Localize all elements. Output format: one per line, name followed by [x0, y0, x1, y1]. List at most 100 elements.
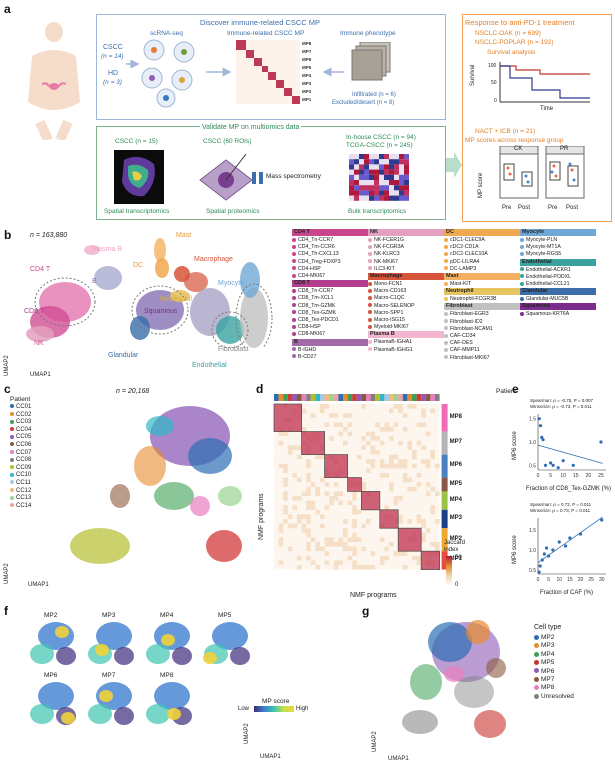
tcga-label: TCGA-CSCC (n = 245) — [346, 142, 413, 149]
f-umap-svg — [88, 682, 134, 725]
mp-color-bar — [441, 454, 448, 478]
umap-b-xlabel: UMAP1 — [30, 372, 51, 378]
f-blob — [96, 682, 132, 710]
legend-dot — [520, 312, 524, 317]
legend-item: NK-MKI67 — [368, 259, 398, 266]
heat-cell — [338, 422, 343, 427]
patient-strip-cell — [416, 394, 422, 401]
legend-group-head: Fibroblast — [444, 303, 520, 311]
heat-cell — [370, 450, 376, 455]
legend-item-label: Fibroblast-ID2 — [450, 318, 483, 325]
mini-heat-block — [292, 96, 300, 104]
legend-item: cDC1-CLEC9A — [444, 237, 485, 244]
patient-strip-cell — [274, 394, 279, 401]
mp-color-bar — [441, 551, 448, 570]
heatmap-xlabel: NMF programs — [350, 592, 397, 599]
scatter-bottom: 0 5 10 15 20 25 30 1.5 1.0 0.5 — [529, 516, 606, 583]
patient-strip-cell — [306, 394, 311, 401]
panel-d-letter: d — [256, 382, 264, 396]
bulk-heatmap — [349, 154, 409, 201]
heat-cell — [421, 532, 426, 538]
bulk-heat-cell — [359, 159, 364, 165]
scatter-point — [540, 435, 544, 439]
scatter-point — [599, 440, 603, 444]
heat-cell — [430, 450, 435, 455]
g-legend-dot — [534, 651, 539, 657]
mp-color-bar — [441, 404, 448, 432]
mini-heat-block — [262, 66, 268, 72]
patient-legend: CC01 CC02 CC03 CC04 CC05 CC06 CC07 CC08 CC09 CC10… — [10, 404, 31, 510]
heat-cell — [320, 454, 325, 460]
heat-cell — [338, 560, 343, 565]
f-umap — [80, 620, 136, 672]
bulk-heat-cell — [364, 195, 369, 201]
bulk-heat-cell — [369, 180, 374, 186]
bulk-heat-cell — [354, 159, 359, 165]
heat-cell — [343, 413, 348, 418]
legend-dot — [292, 252, 296, 257]
legend-item-label: Mast-KIT — [450, 281, 472, 287]
bulk-heat-cell — [399, 185, 404, 191]
f-blob — [212, 622, 248, 650]
f-blob — [114, 647, 134, 665]
umap-b-cluster-neutrophil: Neutrophil — [160, 296, 192, 303]
inhouse-label: In-house CSCC (n = 94) — [346, 134, 416, 141]
bulk-heat-cell — [389, 185, 394, 191]
heat-cell — [389, 463, 394, 469]
heat-cell — [343, 532, 348, 538]
heat-cell — [430, 505, 435, 510]
heat-cell — [402, 413, 408, 418]
immune-mp-label: Immune-related CSCC MP — [227, 30, 305, 37]
heat-cell — [366, 468, 371, 473]
legend-item: Fibroblast-MKI67 — [444, 355, 490, 362]
f-hot-blob — [55, 626, 69, 638]
legend-dot — [444, 348, 448, 353]
legend-item-label: Macro-SELENOP — [374, 302, 415, 309]
f-mp-title: MP2 — [44, 612, 58, 619]
legend-item: CD8_Tm-XCL1 — [292, 295, 333, 302]
patient-strip-cell — [356, 394, 362, 401]
legend-dot — [368, 317, 372, 322]
bulk-heat-cell — [389, 169, 394, 175]
heat-cell — [297, 445, 302, 450]
heat-cell — [384, 505, 389, 510]
bulk-heat-cell — [394, 169, 399, 175]
heat-cell — [430, 509, 435, 515]
panel-a-letter: a — [4, 2, 11, 16]
heat-cell — [306, 532, 311, 538]
bulk-heat-cell — [394, 164, 399, 170]
bulk-heat-cell — [379, 164, 384, 170]
bulk-heat-cell — [374, 164, 379, 170]
f-mp-title: MP3 — [102, 612, 116, 619]
x-tick-label: 5 — [547, 577, 550, 583]
x-tick-label: 0 — [537, 577, 540, 583]
jaccard-colorbar — [446, 556, 452, 586]
heat-cell — [407, 445, 412, 450]
patient-strip-cell — [301, 394, 307, 401]
legend-item: CD8-HSP — [292, 324, 321, 331]
legend-item-label: cDC2-CD1A — [450, 244, 479, 251]
heat-cell — [292, 505, 297, 510]
umap-b-cluster-plasma-b: Plasma B — [92, 246, 122, 253]
legend-dot — [292, 288, 296, 293]
legend-item: pDC-LILRA4 — [444, 259, 479, 266]
heat-cell — [347, 500, 353, 506]
heat-cell — [347, 546, 353, 552]
heat-cell — [421, 422, 426, 427]
f-mp-title: MP6 — [44, 672, 58, 679]
bulk-heat-cell — [399, 164, 404, 170]
heat-cell — [425, 463, 431, 469]
mini-mp-label: MP2 — [302, 89, 312, 94]
legend-item: CD4_Tn-CCR7 — [292, 237, 333, 244]
legend-item: CD8_Tn-CCR7 — [292, 288, 333, 295]
heat-cell — [329, 500, 334, 506]
bulk-heat-cell — [364, 159, 369, 165]
legend-item-label: Macro-C1QC — [374, 295, 405, 302]
heat-cell — [333, 482, 339, 487]
patient-dot — [10, 442, 14, 447]
heat-cell — [320, 477, 325, 483]
patient-label: CC02 — [16, 411, 32, 418]
legend-dot — [368, 237, 372, 242]
legend-dot — [444, 319, 448, 324]
bulk-heat-cell — [379, 185, 384, 191]
